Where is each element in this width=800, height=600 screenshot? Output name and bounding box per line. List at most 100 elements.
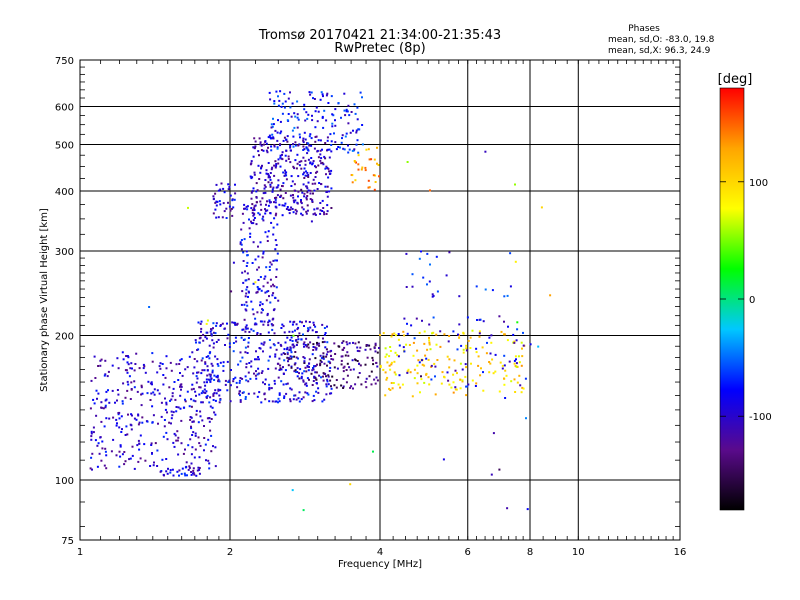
data-point [232,206,235,209]
data-point [209,375,212,378]
data-point [292,211,295,214]
data-point [411,395,414,398]
data-point [193,366,196,369]
data-point [194,390,197,393]
data-point [248,218,250,221]
data-point [481,346,484,349]
data-point [305,147,308,150]
data-point [246,272,249,275]
data-point [298,391,301,394]
data-point [276,139,279,142]
data-point [112,416,115,419]
data-point [330,140,333,143]
data-point [244,330,247,333]
data-point [434,375,436,378]
data-point [260,167,262,170]
data-point [253,392,256,395]
data-point [262,252,265,255]
data-point [428,339,431,342]
data-point [305,345,308,348]
data-point [208,417,211,420]
data-point [136,444,139,447]
data-point [217,388,220,391]
data-point [273,145,276,148]
data-point [118,450,121,453]
data-point [326,148,329,151]
data-point [503,354,506,357]
data-point [190,462,193,465]
data-point [129,457,132,460]
data-point [358,350,361,353]
data-point [314,346,317,349]
data-point [150,392,153,395]
data-point [177,406,180,409]
data-point [165,431,168,434]
data-point [94,439,97,442]
data-point [318,344,321,347]
data-point [416,382,419,385]
data-point [394,351,397,354]
data-point [346,343,349,346]
data-point [246,286,249,289]
data-point [105,390,108,393]
data-point [180,442,183,445]
data-point [374,382,377,385]
y-tick-label: 600 [55,103,74,114]
data-point [312,380,315,382]
data-point [206,394,209,397]
data-point [457,333,459,336]
data-point [302,173,305,176]
data-point [293,126,296,129]
data-point [100,358,103,361]
data-point [171,468,174,471]
data-point [191,351,194,354]
data-point [214,413,217,416]
data-point [287,158,290,160]
data-point [188,466,191,469]
data-point [284,341,287,344]
data-point [326,195,329,198]
data-point [243,318,246,321]
data-point [319,98,322,101]
data-point [217,216,220,219]
data-point [246,352,249,354]
data-point [104,404,107,407]
data-point [179,385,181,388]
data-point [425,372,428,375]
data-point [107,389,109,392]
data-point [270,285,273,288]
data-point [507,325,509,328]
data-point [281,323,284,326]
data-point [244,396,247,398]
data-point [333,342,336,345]
data-point [327,360,330,363]
data-point [448,366,451,369]
data-point [312,213,315,216]
data-point [124,460,127,463]
data-point [368,344,371,347]
data-point [390,335,393,338]
data-point [349,368,352,371]
data-point [141,392,144,395]
data-point [100,401,103,404]
data-point [267,162,270,164]
data-point [384,355,387,358]
data-point [323,213,326,216]
data-point [116,399,118,402]
data-point [273,379,276,382]
data-point [262,350,264,353]
data-point [326,185,329,188]
data-point [312,192,314,195]
data-point [354,179,357,182]
data-point [208,420,211,423]
data-point [295,356,298,359]
data-point [192,372,195,375]
data-point [319,159,322,162]
data-point [323,362,326,365]
data-point [260,342,263,345]
data-point [240,228,243,231]
data-point [354,359,357,362]
data-point [242,281,245,284]
data-point [311,369,314,372]
x-tick-label: 8 [527,547,533,558]
